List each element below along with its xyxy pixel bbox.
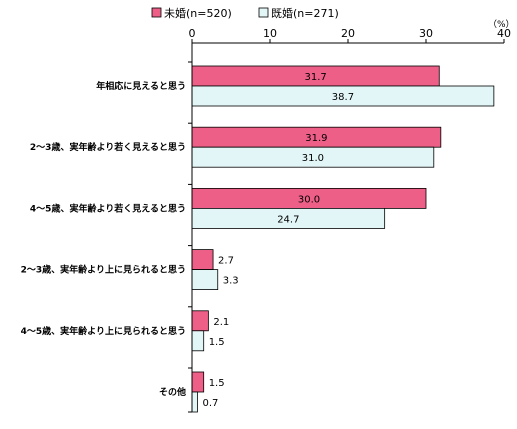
legend-swatch-married [258, 7, 269, 18]
legend-label-married: 既婚(n=271) [271, 6, 339, 20]
legend: 未婚(n=520) 既婚(n=271) [151, 6, 339, 20]
x-tick-label: 20 [341, 27, 355, 40]
legend-label-unmarried: 未婚(n=520) [164, 6, 232, 20]
x-tick-label: 40 [497, 27, 511, 40]
data-label: 24.7 [277, 214, 299, 225]
bar-married [191, 330, 205, 352]
category-label: 4～5歳、実年齢より上に見られると思う [21, 325, 186, 337]
x-tick-label: 30 [419, 27, 433, 40]
data-label: 2.7 [218, 256, 234, 267]
category-labels: 年相応に見えると思う 2～3歳、実年齢より若く見えると思う 4～5歳、実年齢より若く… [21, 61, 192, 413]
data-label: 1.5 [209, 337, 225, 348]
data-label: 31.0 [302, 153, 324, 164]
bar-unmarried [191, 371, 205, 393]
x-axis-tick-labels: 0 10 20 30 40 [189, 27, 511, 43]
category-label: 年相応に見えると思う [96, 80, 186, 92]
category-label: 2～3歳、実年齢より若く見えると思う [30, 141, 186, 153]
data-label: 38.7 [332, 92, 354, 103]
bar-unmarried [191, 249, 214, 271]
data-label: 2.1 [213, 317, 229, 328]
x-tick-label: 10 [263, 27, 277, 40]
category-label: その他 [159, 386, 186, 398]
x-tick-label: 0 [189, 27, 196, 40]
data-label: 31.7 [304, 72, 326, 83]
category-label: 4～5歳、実年齢より若く見えると思う [30, 202, 186, 214]
data-label: 0.7 [202, 398, 218, 409]
data-label: 1.5 [209, 378, 225, 389]
bars: 31.7 38.7 31.9 31.0 30.0 24.7 2.7 3.3 2.1 1.5 1.5 0… [191, 65, 495, 413]
legend-swatch-unmarried [151, 7, 162, 18]
category-label: 2～3歳、実年齢より上に見られると思う [21, 264, 186, 276]
data-label: 30.0 [298, 194, 320, 205]
data-label: 31.9 [305, 133, 327, 144]
data-label: 3.3 [223, 276, 239, 287]
bar-unmarried [191, 310, 209, 332]
bar-married [191, 391, 198, 413]
bar-married [191, 269, 219, 291]
unit-label: （%） [488, 19, 515, 30]
